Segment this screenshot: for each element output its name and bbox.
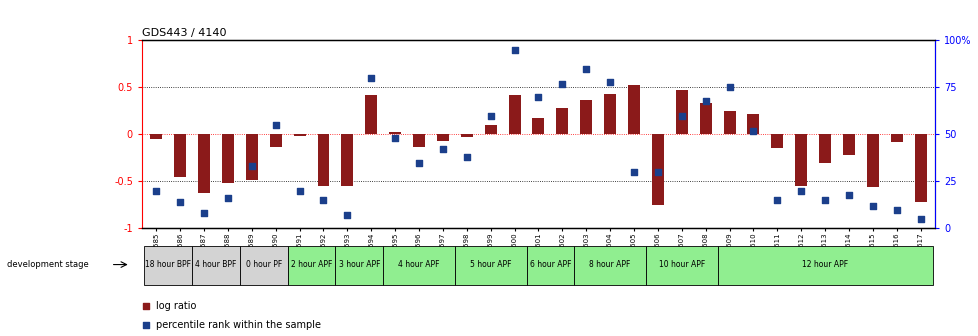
Point [817, 198, 832, 203]
Bar [317, 134, 330, 186]
Point [769, 198, 784, 203]
FancyBboxPatch shape [144, 246, 192, 285]
Bar [746, 114, 759, 134]
Bar [651, 134, 663, 205]
Bar [866, 134, 878, 187]
Bar [913, 134, 925, 202]
Bar [222, 134, 234, 183]
Text: 0 hour PF: 0 hour PF [245, 260, 282, 269]
Bar [509, 95, 520, 134]
Point [387, 135, 403, 141]
Point [745, 128, 761, 133]
Text: 3 hour APF: 3 hour APF [338, 260, 379, 269]
FancyBboxPatch shape [240, 246, 288, 285]
Point [244, 164, 259, 169]
Bar [413, 134, 424, 146]
Point [507, 47, 522, 52]
Bar [532, 118, 544, 134]
Bar [341, 134, 353, 186]
Bar [245, 134, 257, 179]
Bar [484, 125, 496, 134]
Point [220, 196, 236, 201]
Text: development stage: development stage [7, 260, 89, 269]
Point [554, 81, 569, 86]
FancyBboxPatch shape [645, 246, 717, 285]
Bar [580, 99, 592, 134]
Point [601, 79, 617, 84]
Bar [389, 132, 401, 134]
Point [566, 72, 582, 77]
Text: 6 hour APF: 6 hour APF [529, 260, 570, 269]
Bar [556, 108, 567, 134]
Text: 4 hour APF: 4 hour APF [398, 260, 439, 269]
Text: 2 hour APF: 2 hour APF [290, 260, 332, 269]
FancyBboxPatch shape [574, 246, 645, 285]
Point [315, 198, 331, 203]
Bar [842, 134, 854, 155]
Text: 10 hour APF: 10 hour APF [658, 260, 704, 269]
Text: 12 hour APF: 12 hour APF [801, 260, 847, 269]
Point [149, 188, 164, 194]
Point [339, 213, 355, 218]
Point [291, 188, 307, 194]
Text: 4 hour BPF: 4 hour BPF [196, 260, 237, 269]
Text: GDS443 / 4140: GDS443 / 4140 [142, 28, 226, 38]
Point [840, 192, 856, 197]
Bar [890, 134, 902, 142]
Bar [771, 134, 782, 148]
Point [268, 122, 284, 128]
FancyBboxPatch shape [288, 246, 335, 285]
Point [911, 216, 927, 222]
Text: 18 hour BPF: 18 hour BPF [145, 260, 191, 269]
Text: 5 hour APF: 5 hour APF [469, 260, 511, 269]
Text: percentile rank within the sample: percentile rank within the sample [156, 320, 321, 330]
Point [626, 169, 642, 175]
FancyBboxPatch shape [382, 246, 455, 285]
Bar [794, 134, 806, 186]
Bar [461, 134, 472, 137]
Bar [151, 134, 162, 139]
Point [578, 66, 594, 71]
FancyBboxPatch shape [455, 246, 526, 285]
Point [482, 113, 498, 118]
Point [434, 147, 450, 152]
Point [649, 169, 665, 175]
Bar [436, 134, 449, 141]
Bar [675, 90, 687, 134]
Text: log ratio: log ratio [156, 301, 197, 311]
FancyBboxPatch shape [335, 246, 382, 285]
Point [792, 188, 808, 194]
Bar [198, 134, 210, 193]
Point [363, 75, 378, 81]
Bar [293, 134, 305, 136]
Point [888, 207, 904, 212]
Point [865, 203, 880, 209]
Point [459, 154, 474, 160]
Point [721, 85, 736, 90]
Bar [627, 85, 640, 134]
Bar [603, 94, 615, 134]
FancyBboxPatch shape [192, 246, 240, 285]
Text: 8 hour APF: 8 hour APF [589, 260, 630, 269]
Bar [723, 111, 734, 134]
Bar [270, 134, 282, 146]
Point [530, 94, 546, 99]
Point [411, 160, 426, 165]
Bar [819, 134, 830, 163]
Bar [365, 95, 377, 134]
Point [673, 113, 689, 118]
Point [697, 98, 713, 103]
FancyBboxPatch shape [717, 246, 932, 285]
Point [196, 211, 211, 216]
Point [566, 237, 582, 242]
Point [172, 200, 188, 205]
FancyBboxPatch shape [526, 246, 574, 285]
Bar [699, 103, 711, 134]
Bar [174, 134, 186, 177]
